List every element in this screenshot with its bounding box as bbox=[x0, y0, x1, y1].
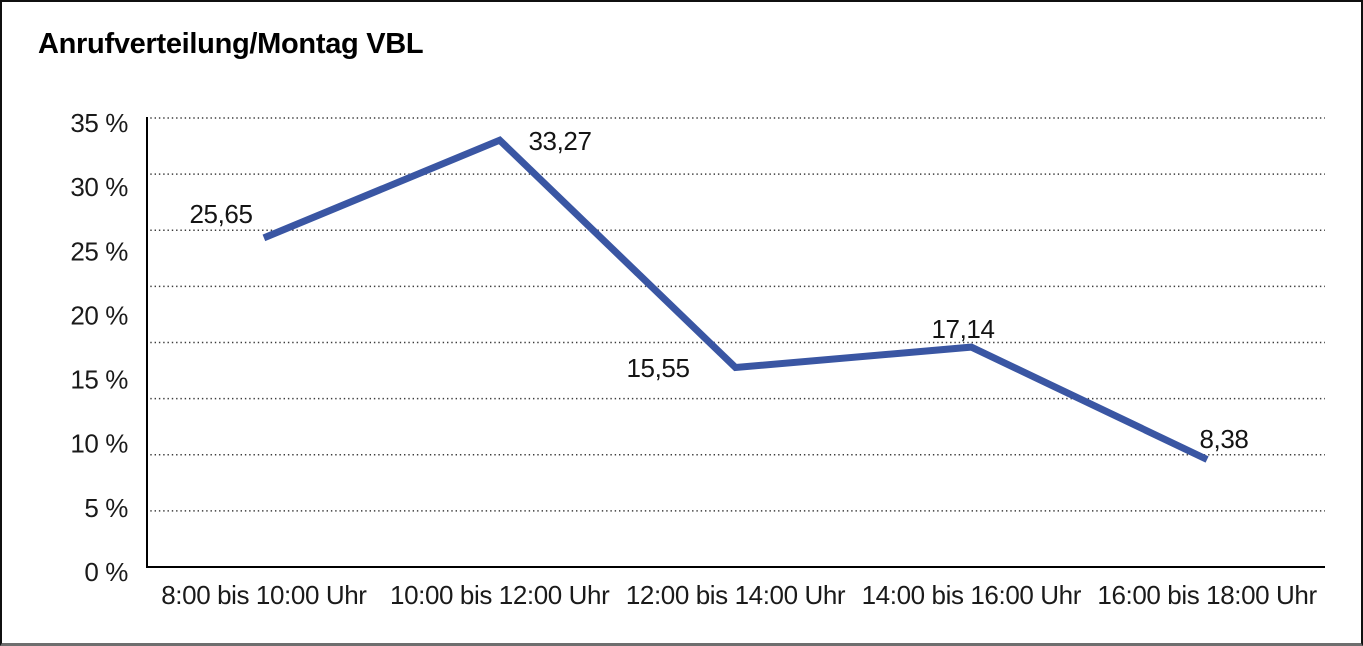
x-axis-tick-label: 10:00 bis 12:00 Uhr bbox=[390, 580, 610, 610]
data-value-label: 15,55 bbox=[626, 353, 689, 383]
x-axis-tick-label: 14:00 bis 16:00 Uhr bbox=[862, 580, 1082, 610]
y-axis-tick-label: 25 % bbox=[70, 236, 128, 266]
chart-title: Anrufverteilung/Montag VBL bbox=[38, 28, 424, 60]
data-value-label: 8,38 bbox=[1199, 424, 1248, 454]
x-axis-tick-label: 16:00 bis 18:00 Uhr bbox=[1097, 580, 1317, 610]
y-axis-tick-label: 10 % bbox=[70, 429, 128, 459]
y-axis-tick-label: 5 % bbox=[84, 493, 128, 523]
y-axis-tick-label: 0 % bbox=[84, 557, 128, 587]
x-axis-tick-label: 12:00 bis 14:00 Uhr bbox=[626, 580, 846, 610]
y-axis-tick-label: 30 % bbox=[70, 172, 128, 202]
data-value-label: 33,27 bbox=[528, 126, 591, 156]
data-value-label: 25,65 bbox=[189, 199, 252, 229]
data-value-label: 17,14 bbox=[931, 314, 994, 344]
y-axis-tick-label: 20 % bbox=[70, 300, 128, 330]
y-axis-tick-label: 35 % bbox=[70, 108, 128, 138]
y-axis-tick-label: 15 % bbox=[70, 365, 128, 395]
x-axis-tick-label: 8:00 bis 10:00 Uhr bbox=[161, 580, 367, 610]
data-series-line bbox=[262, 136, 1209, 463]
